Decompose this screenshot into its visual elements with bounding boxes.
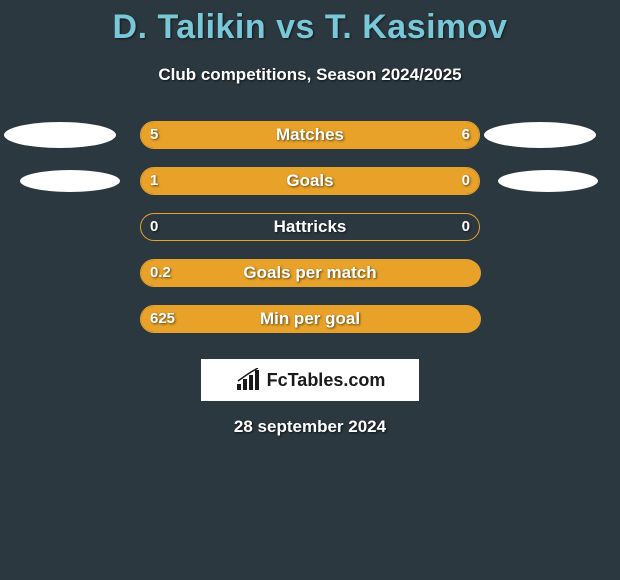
- stat-left-value: 5: [150, 121, 158, 149]
- stat-bar-track: [140, 167, 480, 195]
- stat-left-value: 0.2: [150, 259, 171, 287]
- comparison-chart: 5 6 Matches 1 0 Goals 0 0 Hattricks 0.2 …: [0, 121, 620, 351]
- stat-right-value: 0: [462, 167, 470, 195]
- logo-box: FcTables.com: [201, 359, 419, 401]
- stat-row: 5 6 Matches: [0, 121, 620, 167]
- stat-bar-right-fill: [292, 122, 479, 148]
- stat-row: 0.2 Goals per match: [0, 259, 620, 305]
- stat-bar-track: [140, 121, 480, 149]
- stat-row: 0 0 Hattricks: [0, 213, 620, 259]
- stat-row: 1 0 Goals: [0, 167, 620, 213]
- stat-left-value: 1: [150, 167, 158, 195]
- stat-bar-left-fill: [141, 306, 481, 332]
- stat-bar-left-fill: [141, 122, 294, 148]
- stat-row: 625 Min per goal: [0, 305, 620, 351]
- logo-text: FcTables.com: [267, 370, 386, 391]
- stat-left-value: 0: [150, 213, 158, 241]
- stat-right-value: 6: [462, 121, 470, 149]
- stat-left-value: 625: [150, 305, 175, 333]
- stat-bar-left-fill: [141, 168, 403, 194]
- stat-bar-left-fill: [141, 260, 481, 286]
- page-subtitle: Club competitions, Season 2024/2025: [0, 65, 620, 85]
- stat-bar-track: [140, 213, 480, 241]
- stat-right-value: 0: [462, 213, 470, 241]
- page-title: D. Talikin vs T. Kasimov: [0, 0, 620, 47]
- date-text: 28 september 2024: [0, 417, 620, 437]
- stat-bar-track: [140, 259, 480, 287]
- bar-chart-icon: [235, 368, 263, 392]
- stat-bar-track: [140, 305, 480, 333]
